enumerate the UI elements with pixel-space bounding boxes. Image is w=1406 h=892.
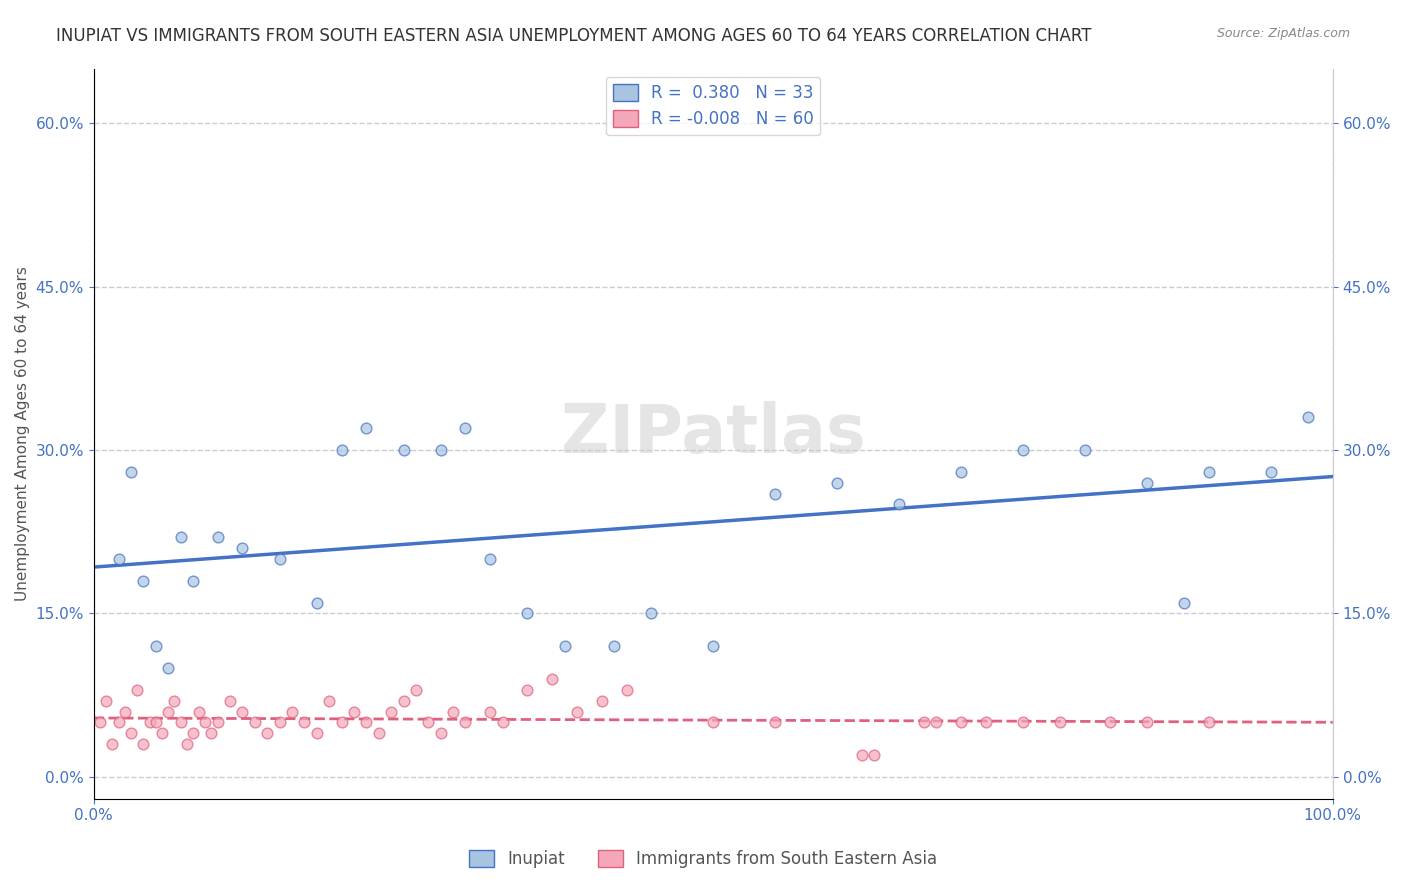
- Point: [132, 737, 155, 751]
- Point: [145, 639, 167, 653]
- Point: [145, 715, 167, 730]
- Text: Source: ZipAtlas.com: Source: ZipAtlas.com: [1216, 27, 1350, 40]
- Point: [219, 694, 242, 708]
- Point: [380, 705, 402, 719]
- Point: [1012, 715, 1035, 730]
- Point: [281, 705, 304, 719]
- Point: [150, 726, 173, 740]
- Point: [1136, 475, 1159, 490]
- Point: [305, 726, 328, 740]
- Point: [763, 715, 786, 730]
- Point: [616, 682, 638, 697]
- Point: [1098, 715, 1121, 730]
- Point: [429, 442, 451, 457]
- Point: [516, 682, 538, 697]
- Point: [169, 715, 191, 730]
- Point: [863, 748, 886, 763]
- Point: [418, 715, 440, 730]
- Point: [392, 694, 415, 708]
- Point: [96, 694, 118, 708]
- Point: [181, 726, 204, 740]
- Point: [367, 726, 389, 740]
- Point: [294, 715, 316, 730]
- Point: [194, 715, 217, 730]
- Point: [516, 607, 538, 621]
- Point: [356, 715, 378, 730]
- Point: [591, 694, 613, 708]
- Point: [392, 442, 415, 457]
- Point: [343, 705, 366, 719]
- Point: [181, 574, 204, 588]
- Point: [454, 421, 477, 435]
- Point: [157, 705, 180, 719]
- Y-axis label: Unemployment Among Ages 60 to 64 years: Unemployment Among Ages 60 to 64 years: [15, 266, 30, 601]
- Text: ZIPatlas: ZIPatlas: [561, 401, 866, 467]
- Point: [603, 639, 626, 653]
- Point: [541, 672, 564, 686]
- Point: [429, 726, 451, 740]
- Point: [114, 705, 136, 719]
- Point: [269, 715, 291, 730]
- Point: [1074, 442, 1097, 457]
- Point: [887, 498, 910, 512]
- Point: [101, 737, 124, 751]
- Point: [200, 726, 222, 740]
- Point: [89, 715, 111, 730]
- Point: [1012, 442, 1035, 457]
- Point: [825, 475, 848, 490]
- Point: [554, 639, 576, 653]
- Point: [1173, 596, 1195, 610]
- Point: [1198, 465, 1220, 479]
- Point: [163, 694, 186, 708]
- Point: [912, 715, 935, 730]
- Point: [305, 596, 328, 610]
- Point: [107, 552, 129, 566]
- Point: [107, 715, 129, 730]
- Point: [356, 421, 378, 435]
- Point: [127, 682, 149, 697]
- Point: [454, 715, 477, 730]
- Point: [702, 715, 724, 730]
- Point: [243, 715, 266, 730]
- Point: [1198, 715, 1220, 730]
- Point: [256, 726, 278, 740]
- Point: [318, 694, 340, 708]
- Point: [188, 705, 211, 719]
- Point: [176, 737, 198, 751]
- Point: [330, 715, 353, 730]
- Point: [1136, 715, 1159, 730]
- Point: [157, 661, 180, 675]
- Point: [231, 541, 253, 555]
- Point: [492, 715, 515, 730]
- Point: [1049, 715, 1071, 730]
- Text: INUPIAT VS IMMIGRANTS FROM SOUTH EASTERN ASIA UNEMPLOYMENT AMONG AGES 60 TO 64 Y: INUPIAT VS IMMIGRANTS FROM SOUTH EASTERN…: [56, 27, 1091, 45]
- Point: [120, 465, 142, 479]
- Point: [1260, 465, 1282, 479]
- Point: [269, 552, 291, 566]
- Point: [330, 442, 353, 457]
- Point: [763, 486, 786, 500]
- Legend: Inupiat, Immigrants from South Eastern Asia: Inupiat, Immigrants from South Eastern A…: [463, 843, 943, 875]
- Point: [1296, 410, 1319, 425]
- Point: [138, 715, 160, 730]
- Point: [974, 715, 997, 730]
- Point: [925, 715, 948, 730]
- Point: [120, 726, 142, 740]
- Point: [479, 705, 502, 719]
- Point: [640, 607, 662, 621]
- Point: [441, 705, 464, 719]
- Point: [169, 530, 191, 544]
- Point: [565, 705, 588, 719]
- Point: [207, 715, 229, 730]
- Point: [851, 748, 873, 763]
- Point: [207, 530, 229, 544]
- Point: [405, 682, 427, 697]
- Point: [950, 715, 973, 730]
- Point: [132, 574, 155, 588]
- Point: [702, 639, 724, 653]
- Point: [479, 552, 502, 566]
- Legend: R =  0.380   N = 33, R = -0.008   N = 60: R = 0.380 N = 33, R = -0.008 N = 60: [606, 77, 821, 135]
- Point: [231, 705, 253, 719]
- Point: [950, 465, 973, 479]
